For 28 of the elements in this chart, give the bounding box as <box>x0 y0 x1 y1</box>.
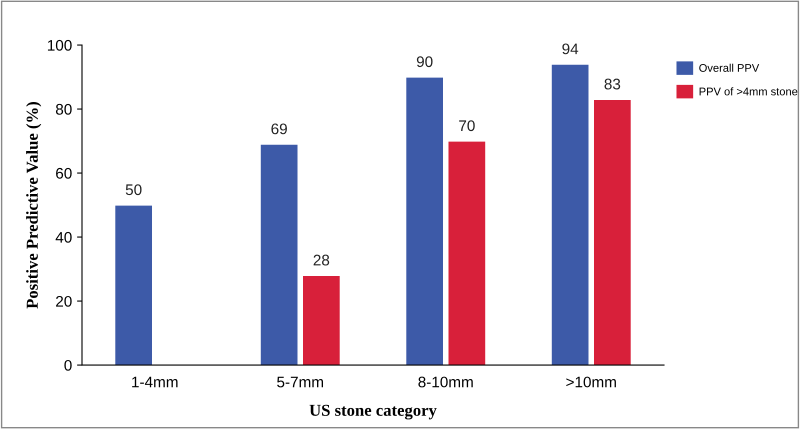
data-label: 69 <box>271 123 287 134</box>
y-tick-label: 100 <box>48 40 72 51</box>
bar <box>260 144 299 366</box>
bar <box>550 64 590 366</box>
x-tick-label: 1-4mm <box>132 376 178 388</box>
legend-label: PPV of >4mm stone <box>700 87 798 96</box>
x-tick-label: 5-7mm <box>277 376 324 388</box>
x-tick-label: >10mm <box>566 376 616 388</box>
data-label: 90 <box>416 56 433 68</box>
bar <box>114 204 154 366</box>
data-label: 83 <box>604 78 620 90</box>
bar <box>592 98 632 366</box>
y-tick-label: 20 <box>56 296 72 307</box>
y-tick-label: 0 <box>64 360 72 371</box>
bar <box>302 274 341 366</box>
data-label: 50 <box>126 184 142 196</box>
x-axis-title: US stone category <box>310 404 437 420</box>
data-label: 28 <box>314 254 330 266</box>
bar <box>405 76 444 366</box>
bar <box>447 140 486 366</box>
y-axis-title: Positive Predictive Value (%) <box>26 102 42 309</box>
y-tick-label: 80 <box>56 104 72 115</box>
x-tick-label: 8-10mm <box>418 376 473 388</box>
data-label: 70 <box>459 120 475 132</box>
y-tick-label: 60 <box>56 168 72 179</box>
data-label: 94 <box>562 43 578 54</box>
y-tick-label: 40 <box>56 232 72 243</box>
legend-label: Overall PPV <box>699 64 760 72</box>
